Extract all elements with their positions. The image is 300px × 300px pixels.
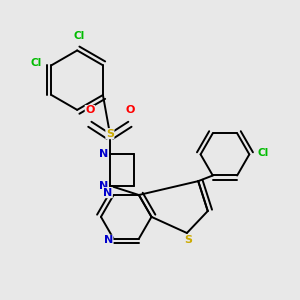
Text: N: N [103,235,113,245]
Text: N: N [103,188,112,198]
Text: N: N [99,149,108,160]
Text: O: O [125,106,134,116]
Text: Cl: Cl [73,31,84,41]
Text: S: S [184,235,192,244]
Text: Cl: Cl [258,148,269,158]
Text: S: S [106,129,114,139]
Text: N: N [99,181,108,191]
Text: O: O [85,106,94,116]
Text: Cl: Cl [30,58,42,68]
